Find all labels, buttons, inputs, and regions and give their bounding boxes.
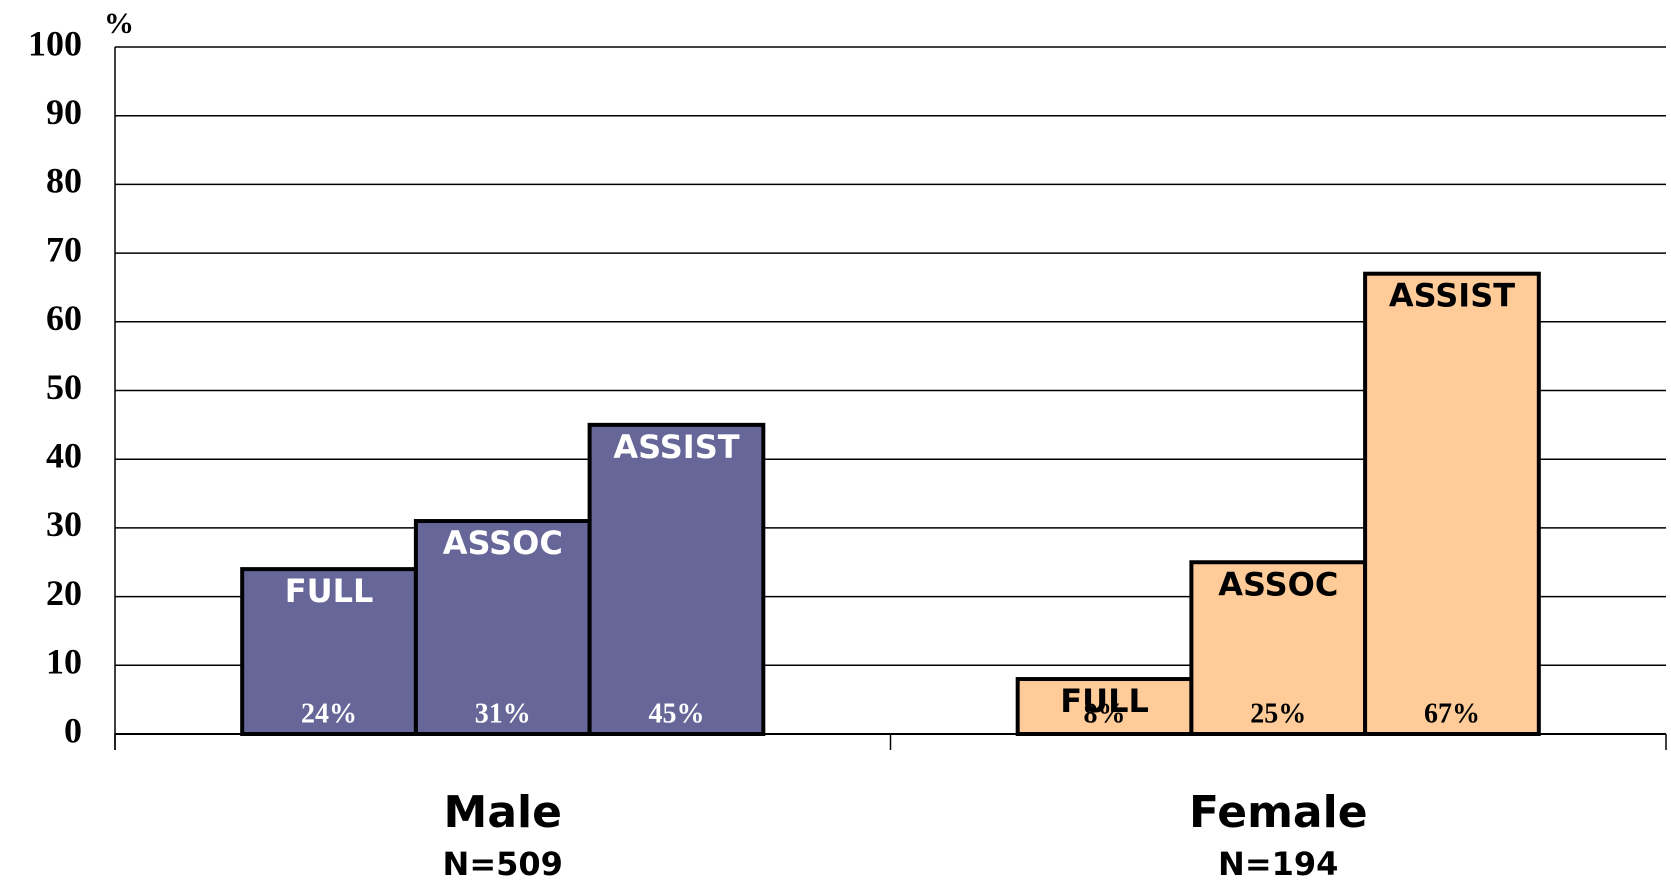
x-tick-label: Female bbox=[1189, 787, 1368, 838]
bar bbox=[1015, 677, 1194, 736]
y-tick-label: 30 bbox=[46, 504, 82, 544]
bar-series-label: ASSIST bbox=[613, 428, 739, 466]
y-tick-label: 0 bbox=[64, 710, 82, 750]
y-axis-label: % bbox=[104, 7, 134, 40]
bar-series-label: ASSOC bbox=[1218, 565, 1338, 603]
value-label: 31% bbox=[475, 698, 531, 729]
y-tick-label: 60 bbox=[46, 298, 82, 338]
value-label: 67% bbox=[1424, 698, 1480, 729]
value-label: 24% bbox=[301, 698, 357, 729]
bar-series-label: FULL bbox=[1060, 682, 1149, 720]
y-tick-label: 40 bbox=[46, 435, 82, 475]
bar bbox=[1363, 271, 1541, 736]
bar bbox=[587, 422, 766, 736]
bar-series-label: ASSOC bbox=[443, 524, 563, 562]
bar-series-label: ASSIST bbox=[1389, 277, 1515, 315]
y-tick-label: 50 bbox=[46, 367, 82, 407]
y-tick-label: 20 bbox=[46, 573, 82, 613]
category-note: N=509 bbox=[443, 845, 563, 883]
value-label: 8% bbox=[1084, 698, 1126, 729]
y-tick-label: 80 bbox=[46, 161, 82, 201]
y-tick-label: 100 bbox=[28, 23, 82, 63]
x-tick-label: Male bbox=[444, 787, 562, 838]
value-label: 45% bbox=[648, 698, 704, 729]
y-tick-label: 10 bbox=[46, 642, 82, 682]
bar bbox=[1189, 560, 1368, 736]
bar bbox=[240, 567, 418, 736]
category-note: N=194 bbox=[1218, 845, 1338, 883]
bar-series-label: FULL bbox=[285, 572, 374, 610]
y-tick-label: 90 bbox=[46, 92, 82, 132]
y-tick-label: 70 bbox=[46, 229, 82, 269]
value-label: 25% bbox=[1250, 698, 1306, 729]
